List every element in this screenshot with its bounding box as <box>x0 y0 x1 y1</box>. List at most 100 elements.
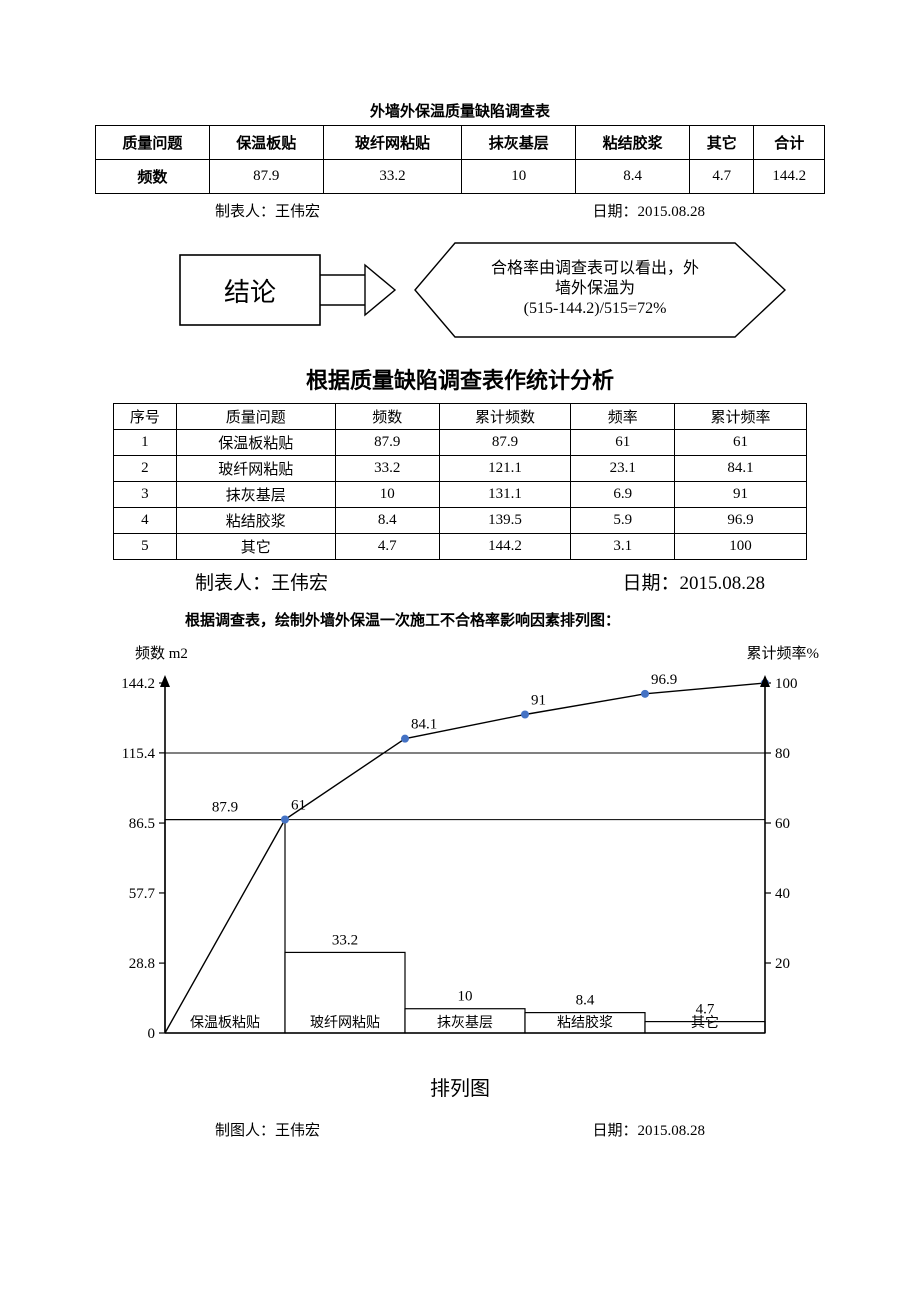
cell: 4.7 <box>335 534 439 560</box>
svg-text:28.8: 28.8 <box>129 956 155 972</box>
maker-name: 王伟宏 <box>275 1123 320 1139</box>
date-value: 2015.08.28 <box>638 1123 706 1139</box>
cell: 其它 <box>176 534 335 560</box>
svg-text:10: 10 <box>458 989 473 1005</box>
cell: 96.9 <box>675 508 807 534</box>
cell: 87.9 <box>335 430 439 456</box>
svg-text:80: 80 <box>775 746 790 762</box>
svg-text:61: 61 <box>291 798 306 814</box>
col-header: 频率 <box>571 404 675 430</box>
svg-text:57.7: 57.7 <box>129 886 156 902</box>
svg-text:60: 60 <box>775 816 790 832</box>
date-label: 日期： <box>592 204 637 220</box>
cell: 121.1 <box>439 456 571 482</box>
cell: 144.2 <box>754 160 825 194</box>
conclusion-text-2: 墙外保温为 <box>555 279 635 297</box>
table-row: 2玻纤网粘贴33.2121.123.184.1 <box>114 456 807 482</box>
cell: 61 <box>571 430 675 456</box>
cell: 5 <box>114 534 176 560</box>
table-row: 5其它4.7144.23.1100 <box>114 534 807 560</box>
col-header: 频数 <box>335 404 439 430</box>
svg-text:84.1: 84.1 <box>411 717 437 733</box>
cell: 保温板粘贴 <box>176 430 335 456</box>
cell: 3 <box>114 482 176 508</box>
svg-text:其它: 其它 <box>691 1014 719 1031</box>
cell: 6.9 <box>571 482 675 508</box>
svg-text:115.4: 115.4 <box>122 746 156 762</box>
stats-table: 序号 质量问题 频数 累计频数 频率 累计频率 1保温板粘贴87.987.961… <box>113 403 807 560</box>
cell: 139.5 <box>439 508 571 534</box>
col-header: 质量问题 <box>96 126 210 160</box>
cell: 61 <box>675 430 807 456</box>
chart-intro: 根据调查表，绘制外墙外保温一次施工不合格率影响因素排列图： <box>185 609 825 630</box>
cell: 23.1 <box>571 456 675 482</box>
col-header: 玻纤网粘贴 <box>323 126 462 160</box>
col-header: 合计 <box>754 126 825 160</box>
col-header: 累计频数 <box>439 404 571 430</box>
svg-text:100: 100 <box>775 676 798 692</box>
cell: 87.9 <box>439 430 571 456</box>
svg-text:8.4: 8.4 <box>576 993 595 1009</box>
cell: 10 <box>335 482 439 508</box>
cell: 8.4 <box>576 160 690 194</box>
cell: 87.9 <box>209 160 323 194</box>
cell: 100 <box>675 534 807 560</box>
svg-text:20: 20 <box>775 956 790 972</box>
y-left-axis-label: 频数 m2 <box>135 642 188 663</box>
svg-text:91: 91 <box>531 693 546 709</box>
svg-text:玻纤网粘贴: 玻纤网粘贴 <box>310 1015 380 1031</box>
cell: 2 <box>114 456 176 482</box>
table-row: 3抹灰基层10131.16.991 <box>114 482 807 508</box>
pareto-chart: 频数 m2 累计频率% 028.857.786.5115.4144.220406… <box>95 642 825 1101</box>
meta-line-1: 制表人：王伟宏 日期：2015.08.28 <box>95 200 825 221</box>
cell: 5.9 <box>571 508 675 534</box>
table-row: 4粘结胶浆8.4139.55.996.9 <box>114 508 807 534</box>
conclusion-text-1: 合格率由调查表可以看出，外 <box>491 259 699 277</box>
col-header: 累计频率 <box>675 404 807 430</box>
maker-label: 制图人： <box>215 1123 275 1139</box>
row-label: 频数 <box>96 160 210 194</box>
meta-line-3: 制图人：王伟宏 日期：2015.08.28 <box>95 1119 825 1140</box>
conclusion-box-label: 结论 <box>224 278 276 307</box>
svg-text:40: 40 <box>775 886 790 902</box>
svg-text:33.2: 33.2 <box>332 932 358 948</box>
col-header: 其它 <box>690 126 754 160</box>
date-label: 日期： <box>592 1123 637 1139</box>
cell: 玻纤网粘贴 <box>176 456 335 482</box>
cell: 1 <box>114 430 176 456</box>
cell: 84.1 <box>675 456 807 482</box>
cell: 10 <box>462 160 576 194</box>
cell: 91 <box>675 482 807 508</box>
col-header: 质量问题 <box>176 404 335 430</box>
defect-table: 质量问题 保温板贴 玻纤网粘贴 抹灰基层 粘结胶浆 其它 合计 频数 87.9 … <box>95 125 825 194</box>
cell: 33.2 <box>323 160 462 194</box>
defect-table-title: 外墙外保温质量缺陷调查表 <box>95 100 825 121</box>
maker-name: 王伟宏 <box>275 204 320 220</box>
conclusion-text-3: (515-144.2)/515=72% <box>524 300 667 317</box>
col-header: 序号 <box>114 404 176 430</box>
date-value: 2015.08.28 <box>638 204 706 220</box>
table-row: 频数 87.9 33.2 10 8.4 4.7 144.2 <box>96 160 825 194</box>
col-header: 粘结胶浆 <box>576 126 690 160</box>
chart-caption: 排列图 <box>95 1072 825 1101</box>
table-row: 序号 质量问题 频数 累计频数 频率 累计频率 <box>114 404 807 430</box>
svg-text:144.2: 144.2 <box>121 676 155 692</box>
cell: 144.2 <box>439 534 571 560</box>
meta-line-2: 制表人：王伟宏 日期：2015.08.28 <box>95 568 825 595</box>
svg-text:87.9: 87.9 <box>212 800 238 816</box>
cell: 抹灰基层 <box>176 482 335 508</box>
cell: 8.4 <box>335 508 439 534</box>
svg-text:0: 0 <box>148 1026 156 1042</box>
svg-text:粘结胶浆: 粘结胶浆 <box>557 1014 613 1031</box>
date-label: 日期： <box>622 573 679 594</box>
table-row: 1保温板粘贴87.987.96161 <box>114 430 807 456</box>
svg-text:抹灰基层: 抹灰基层 <box>437 1014 493 1031</box>
maker-name: 王伟宏 <box>271 573 328 594</box>
cell: 131.1 <box>439 482 571 508</box>
cell: 4.7 <box>690 160 754 194</box>
svg-text:保温板粘贴: 保温板粘贴 <box>190 1015 260 1031</box>
svg-text:86.5: 86.5 <box>129 816 155 832</box>
conclusion-flow: 结论 合格率由调查表可以看出，外 墙外保温为 (515-144.2)/515=7… <box>95 235 825 345</box>
col-header: 抹灰基层 <box>462 126 576 160</box>
maker-label: 制表人： <box>195 573 271 594</box>
